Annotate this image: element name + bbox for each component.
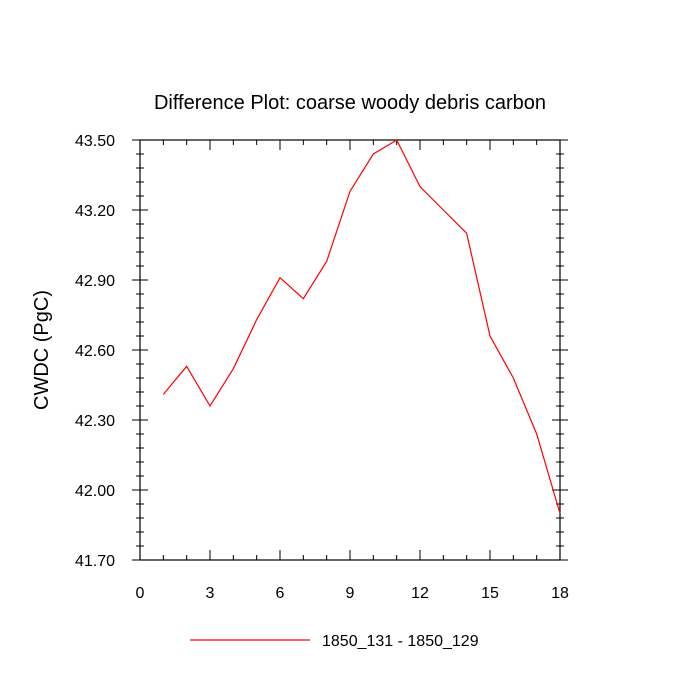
series-line bbox=[162, 139, 561, 514]
y-tick-label: 41.70 bbox=[75, 553, 115, 570]
tick-labels: 0 3 6 9 12 15 18 43.50 43.20 42.90 42.60 42.30 42.00… bbox=[75, 133, 569, 602]
y-tick-label: 43.50 bbox=[75, 133, 115, 150]
legend-label: 1850_131 - 1850_129 bbox=[322, 633, 479, 650]
chart-title: Difference Plot: coarse woody debris car… bbox=[154, 92, 546, 114]
y-tick-label: 42.90 bbox=[75, 273, 115, 290]
x-tick-label: 9 bbox=[346, 585, 355, 602]
y-tick-label: 42.60 bbox=[75, 343, 115, 360]
x-tick-label: 15 bbox=[481, 585, 499, 602]
x-tick-label: 6 bbox=[276, 585, 285, 602]
y-axis-label: CWDC (PgC) bbox=[31, 290, 53, 410]
x-tick-label: 3 bbox=[206, 585, 215, 602]
y-tick-label: 43.20 bbox=[75, 203, 115, 220]
x-tick-label: 12 bbox=[411, 585, 429, 602]
axis-ticks bbox=[132, 139, 568, 561]
legend: 1850_131 - 1850_129 bbox=[190, 633, 479, 650]
y-tick-label: 42.30 bbox=[75, 413, 115, 430]
x-tick-label: 18 bbox=[551, 585, 569, 602]
y-tick-label: 42.00 bbox=[75, 483, 115, 500]
plot-frame bbox=[139, 139, 561, 561]
x-tick-label: 0 bbox=[136, 585, 145, 602]
series-layer bbox=[162, 139, 561, 514]
